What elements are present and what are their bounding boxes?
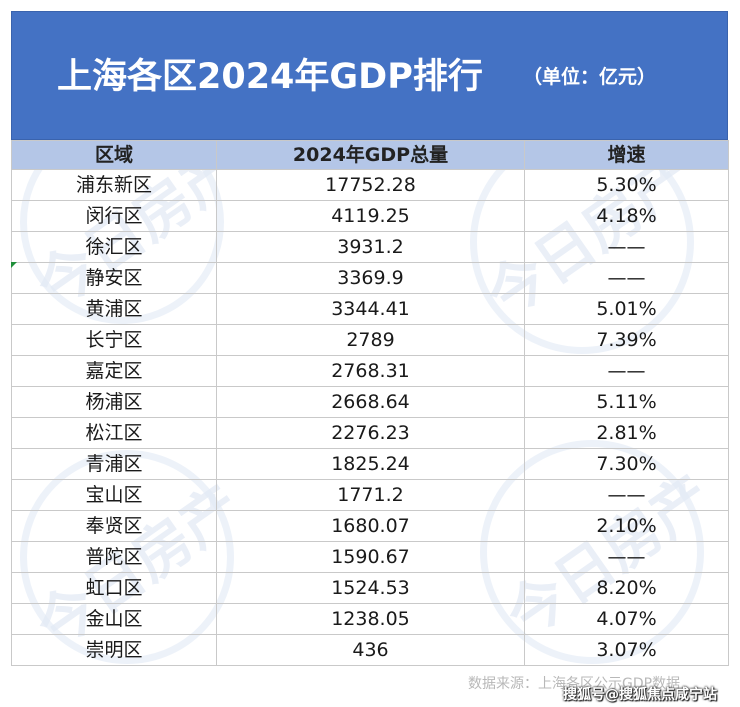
table-row: 奉贤区 1680.07 2.10% xyxy=(11,510,729,542)
cell-district: 长宁区 xyxy=(11,324,217,356)
gdp-table: 区域 2024年GDP总量 增速 浦东新区 17752.28 5.30% 闵行区 411… xyxy=(11,140,729,666)
cell-gdp: 3344.41 xyxy=(216,293,525,325)
table-row: 嘉定区 2768.31 —— xyxy=(11,355,729,387)
cell-district: 青浦区 xyxy=(11,448,217,480)
cell-gdp: 17752.28 xyxy=(216,169,525,201)
cell-comment-marker xyxy=(11,262,17,268)
data-source: 数据来源：上海各区公示GDP数据 xyxy=(468,676,681,692)
cell-gdp: 3931.2 xyxy=(216,231,525,263)
cell-growth: —— xyxy=(524,541,729,573)
cell-gdp: 1524.53 xyxy=(216,572,525,604)
table-header-row: 区域 2024年GDP总量 增速 xyxy=(11,140,729,170)
unit-label: （单位：亿元） xyxy=(523,66,657,88)
cell-district: 普陀区 xyxy=(11,541,217,573)
cell-growth: 5.30% xyxy=(524,169,729,201)
cell-district: 崇明区 xyxy=(11,634,217,666)
table-row: 虹口区 1524.53 8.20% xyxy=(11,572,729,604)
cell-district: 虹口区 xyxy=(11,572,217,604)
column-header-gdp: 2024年GDP总量 xyxy=(216,140,525,170)
credit-watermark: 搜狐号@搜狐焦点咸宁站 xyxy=(563,687,717,703)
cell-growth: 7.39% xyxy=(524,324,729,356)
cell-growth: —— xyxy=(524,355,729,387)
cell-gdp: 2276.23 xyxy=(216,417,525,449)
cell-gdp: 1680.07 xyxy=(216,510,525,542)
cell-growth: 8.20% xyxy=(524,572,729,604)
cell-district: 奉贤区 xyxy=(11,510,217,542)
cell-growth: 5.01% xyxy=(524,293,729,325)
cell-gdp: 1825.24 xyxy=(216,448,525,480)
cell-growth: 2.81% xyxy=(524,417,729,449)
table-row: 普陀区 1590.67 —— xyxy=(11,541,729,573)
table-row: 静安区 3369.9 —— xyxy=(11,262,729,294)
cell-gdp: 2668.64 xyxy=(216,386,525,418)
cell-district: 徐汇区 xyxy=(11,231,217,263)
cell-growth: —— xyxy=(524,262,729,294)
table-row: 青浦区 1825.24 7.30% xyxy=(11,448,729,480)
cell-growth: 3.07% xyxy=(524,634,729,666)
cell-growth: —— xyxy=(524,479,729,511)
title-banner xyxy=(11,11,728,140)
cell-district: 嘉定区 xyxy=(11,355,217,387)
table-row: 长宁区 2789 7.39% xyxy=(11,324,729,356)
table-row: 浦东新区 17752.28 5.30% xyxy=(11,169,729,201)
cell-gdp: 1771.2 xyxy=(216,479,525,511)
page-title: 上海各区2024年GDP排行 xyxy=(57,57,483,97)
cell-growth: 4.07% xyxy=(524,603,729,635)
cell-gdp: 1238.05 xyxy=(216,603,525,635)
table-row: 崇明区 436 3.07% xyxy=(11,634,729,666)
cell-district: 浦东新区 xyxy=(11,169,217,201)
cell-growth: 2.10% xyxy=(524,510,729,542)
cell-gdp: 436 xyxy=(216,634,525,666)
cell-district: 宝山区 xyxy=(11,479,217,511)
cell-gdp: 1590.67 xyxy=(216,541,525,573)
table-row: 徐汇区 3931.2 —— xyxy=(11,231,729,263)
cell-district: 静安区 xyxy=(11,262,217,294)
cell-growth: 4.18% xyxy=(524,200,729,232)
cell-growth: —— xyxy=(524,231,729,263)
cell-district: 松江区 xyxy=(11,417,217,449)
column-header-growth: 增速 xyxy=(524,140,729,170)
table-row: 宝山区 1771.2 —— xyxy=(11,479,729,511)
table-row: 松江区 2276.23 2.81% xyxy=(11,417,729,449)
column-header-district: 区域 xyxy=(11,140,217,170)
cell-district: 杨浦区 xyxy=(11,386,217,418)
table-row: 金山区 1238.05 4.07% xyxy=(11,603,729,635)
table-row: 闵行区 4119.25 4.18% xyxy=(11,200,729,232)
cell-gdp: 4119.25 xyxy=(216,200,525,232)
table-row: 黄浦区 3344.41 5.01% xyxy=(11,293,729,325)
cell-growth: 7.30% xyxy=(524,448,729,480)
cell-gdp: 2768.31 xyxy=(216,355,525,387)
cell-growth: 5.11% xyxy=(524,386,729,418)
cell-gdp: 3369.9 xyxy=(216,262,525,294)
cell-gdp: 2789 xyxy=(216,324,525,356)
table-row: 杨浦区 2668.64 5.11% xyxy=(11,386,729,418)
cell-district: 金山区 xyxy=(11,603,217,635)
cell-district: 黄浦区 xyxy=(11,293,217,325)
cell-district: 闵行区 xyxy=(11,200,217,232)
